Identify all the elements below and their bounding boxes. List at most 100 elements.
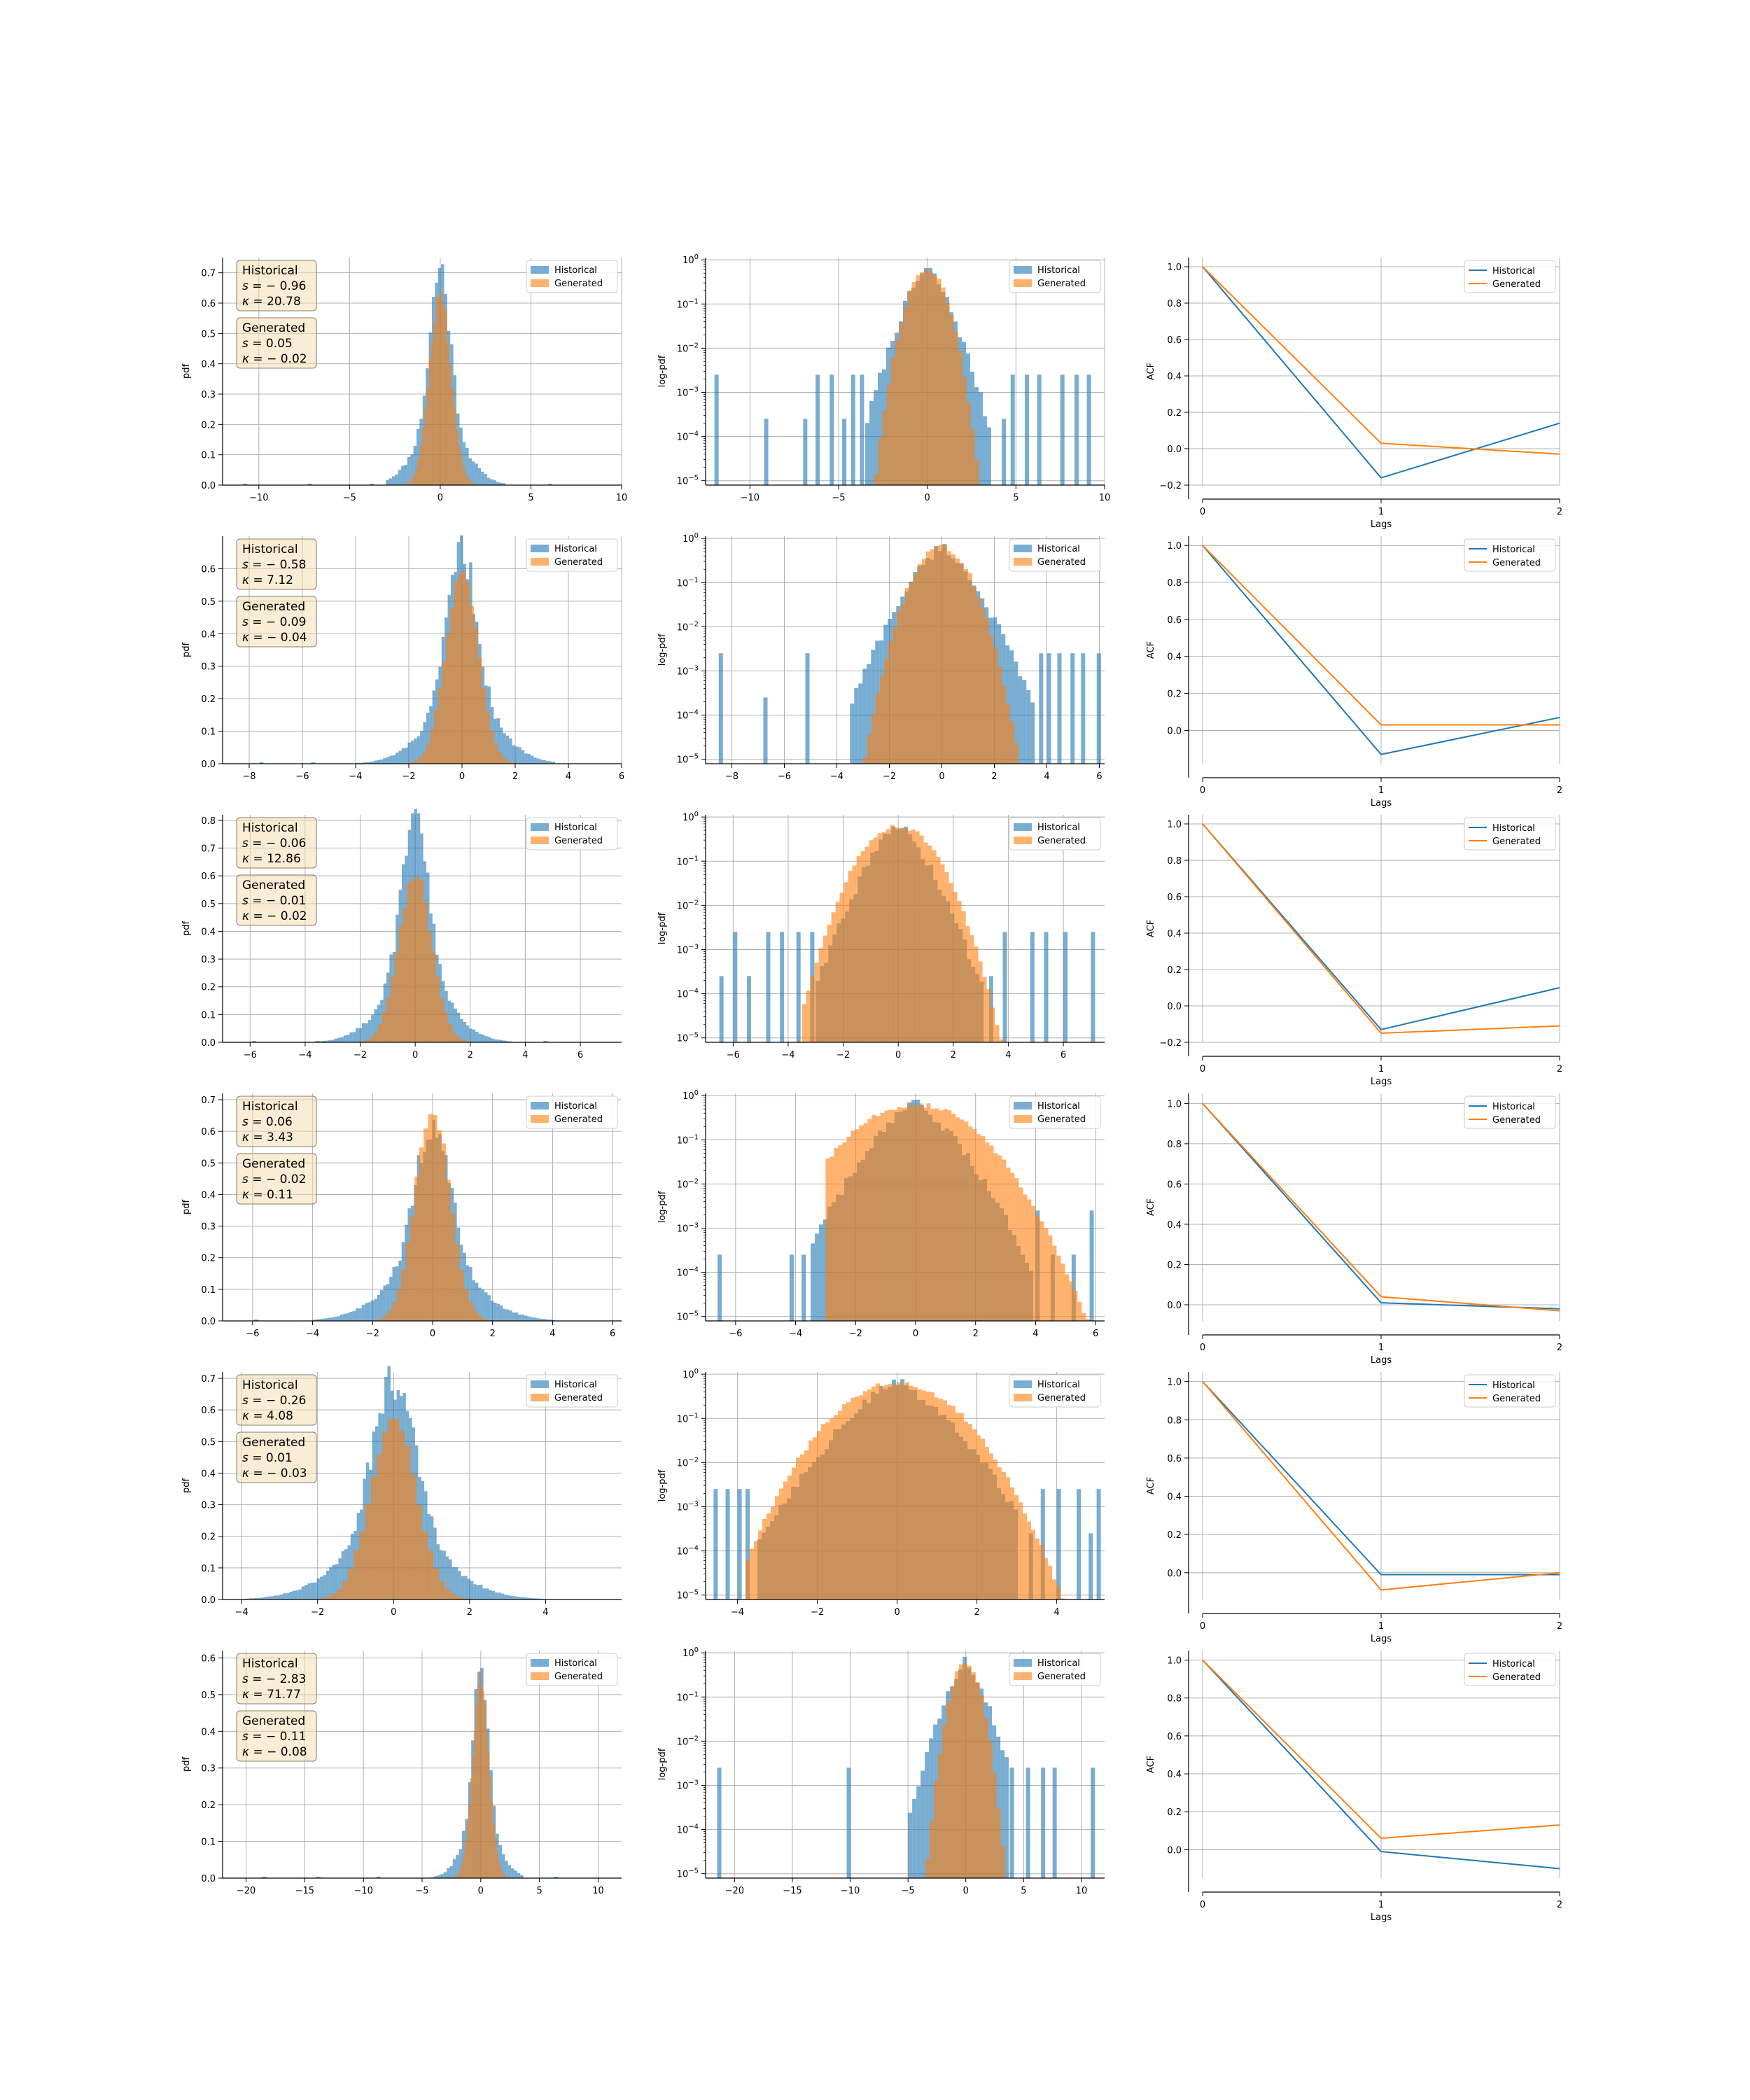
series-historical (1202, 1659, 1560, 1870)
kurtosis-value: 0.02 (281, 909, 307, 923)
bar-generated (510, 762, 514, 764)
bar-historical (440, 1550, 443, 1600)
bar-historical (249, 1598, 253, 1600)
bar-generated (486, 1320, 491, 1321)
bar-generated (905, 587, 909, 764)
x-tick-label: 6 (1096, 771, 1102, 782)
bar-historical (719, 976, 724, 1042)
bar-historical (467, 1578, 470, 1600)
x-tick-label: 0 (391, 1607, 396, 1618)
skew-value: 0.01 (280, 894, 307, 908)
x-tick-label: 2 (1557, 1064, 1562, 1074)
bar-historical (542, 1319, 546, 1321)
bar-generated (949, 315, 954, 485)
skew-operator: = − (248, 836, 280, 850)
y-tick-label: 0.7 (201, 269, 216, 279)
tick-exponent: 0 (694, 253, 699, 261)
bar-generated (431, 951, 436, 1042)
bar-historical (410, 454, 414, 485)
bar-generated (1006, 1168, 1011, 1321)
tick-base: 10 (677, 1693, 689, 1703)
bar-generated (974, 946, 979, 1042)
y-tick-label: 10−1 (677, 855, 699, 867)
bar-historical (842, 419, 847, 485)
y-tick-label: −0.2 (1159, 481, 1182, 491)
bar-generated (930, 1108, 935, 1321)
bar-generated (482, 688, 486, 764)
bar-generated (434, 710, 438, 764)
tick-base: 10 (677, 1591, 689, 1602)
bar-historical (295, 1590, 299, 1600)
bar-generated (456, 1037, 461, 1042)
bar-generated (913, 1387, 918, 1600)
x-tick-label: 2 (1557, 785, 1562, 796)
legend-entry: Generated (1492, 1672, 1541, 1683)
y-tick-label: 0.7 (201, 844, 216, 855)
legend-entry: Historical (1492, 1102, 1535, 1112)
bar-generated (405, 1446, 411, 1600)
x-tick-label: −8 (725, 771, 738, 782)
bar-historical (511, 1868, 514, 1878)
bar-generated (374, 1320, 379, 1321)
skew-symbol: s (242, 1115, 248, 1129)
bar-historical (274, 1595, 277, 1600)
bar-historical (443, 1872, 447, 1878)
bar-historical (454, 1008, 457, 1042)
stats-skew: s = 0.01 (242, 1451, 293, 1465)
bar-generated (930, 549, 934, 764)
bar-generated (863, 1391, 867, 1600)
legend-box (1009, 1374, 1101, 1408)
x-tick-label: 6 (610, 1329, 615, 1339)
bar-generated (447, 341, 449, 485)
bar-historical (380, 1000, 384, 1042)
x-tick-label: 0 (459, 771, 465, 782)
y-tick-label: 0.1 (201, 1564, 216, 1574)
bar-generated (361, 1041, 366, 1042)
bar-historical (830, 374, 834, 485)
bar-generated (477, 1315, 482, 1321)
bar-generated (930, 1392, 934, 1600)
skew-operator: = (248, 1115, 266, 1129)
bar-historical (335, 1564, 339, 1600)
bar-generated (934, 1108, 939, 1321)
x-tick-label: 0 (1200, 1900, 1205, 1910)
kurtosis-symbol: κ (242, 1688, 249, 1702)
bar-historical (481, 1289, 485, 1321)
bar-generated (433, 1568, 440, 1600)
bar-generated (842, 1142, 847, 1321)
bar-historical (1096, 653, 1101, 764)
bar-generated (941, 287, 946, 485)
legend-swatch (531, 1672, 549, 1680)
bar-historical (1081, 653, 1086, 764)
bar-historical (860, 374, 864, 485)
bar-generated (926, 551, 930, 764)
bar-generated (850, 1397, 855, 1600)
bar-generated (926, 1392, 930, 1600)
y-tick-label: 0.8 (1167, 1140, 1182, 1150)
bar-historical (344, 1549, 348, 1600)
bar-historical (505, 735, 510, 764)
legend-swatch (1014, 1672, 1032, 1680)
x-tick-label: 4 (522, 1050, 528, 1060)
x-tick-label: −5 (415, 1886, 428, 1896)
y-tick-label: 0.6 (201, 1406, 216, 1416)
legend-entry: Generated (1037, 279, 1086, 289)
bar-historical (442, 1550, 446, 1600)
bar-generated (901, 1385, 905, 1600)
bar-historical (489, 1590, 492, 1600)
bar-historical (514, 1312, 519, 1321)
bar-historical (970, 372, 974, 485)
stats-kurtosis: κ = − 0.02 (242, 909, 307, 923)
bar-historical (481, 471, 484, 485)
bar-historical (440, 1874, 444, 1878)
bar-generated (897, 610, 901, 764)
bar-generated (496, 1851, 498, 1878)
bar-generated (418, 757, 422, 764)
bar-generated (489, 1777, 491, 1878)
bar-generated (1086, 1319, 1091, 1321)
bar-historical (398, 470, 402, 485)
pdf-histogram-6: −20 −15 −10 −5 0 5 10 0.0 0.1 0.2 0.3 0.4 0.5 0.6 pdf H… (181, 1651, 622, 1896)
bar-historical (1039, 653, 1044, 764)
bar-generated (941, 1724, 946, 1878)
bar-generated (465, 474, 468, 485)
